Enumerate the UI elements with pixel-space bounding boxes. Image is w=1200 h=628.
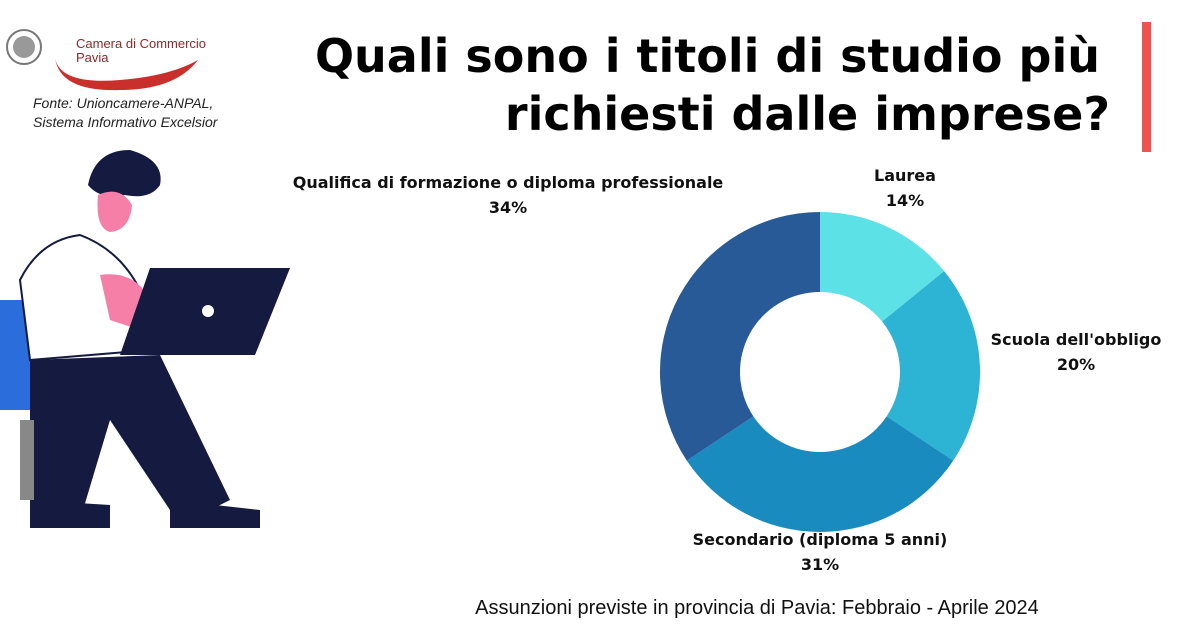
pie-slice [820, 212, 945, 322]
hair [88, 150, 161, 197]
legs [30, 355, 230, 525]
slice-label: Qualifica di formazione o diploma profes… [293, 173, 724, 192]
chart-title: richiesti dalle imprese? [505, 87, 1110, 141]
logo-swoosh [55, 58, 198, 91]
logo: Camera di Commercio Pavia [6, 29, 206, 91]
slice-label: Scuola dell'obbligo [991, 330, 1162, 349]
pie-slice [660, 212, 820, 461]
chair-leg [20, 420, 34, 500]
logo-emblem-inner [13, 36, 35, 58]
pie-slice [686, 416, 954, 532]
slice-label: Laurea [874, 166, 936, 185]
logo-text: Camera di Commercio [76, 36, 206, 51]
pie-slice [882, 271, 981, 461]
face [97, 191, 132, 232]
slice-value-label: 20% [1057, 355, 1095, 374]
slice-value-label: 31% [801, 555, 839, 574]
slice-value-label: 14% [886, 191, 924, 210]
slice-value-label: 34% [489, 198, 527, 217]
chart-subtitle: Assunzioni previste in provincia di Pavi… [475, 597, 1039, 619]
chart-title: Quali sono i titoli di studio più [315, 29, 1100, 83]
slice-label: Secondario (diploma 5 anni) [693, 530, 948, 549]
source: Fonte: Unioncamere-ANPAL, [33, 95, 213, 111]
illustration [0, 150, 290, 528]
laptop-logo [202, 305, 214, 317]
shoes [30, 500, 260, 528]
logo-text: Pavia [76, 50, 109, 65]
accent-bar [1142, 22, 1151, 152]
source: Sistema Informativo Excelsior [33, 114, 219, 130]
